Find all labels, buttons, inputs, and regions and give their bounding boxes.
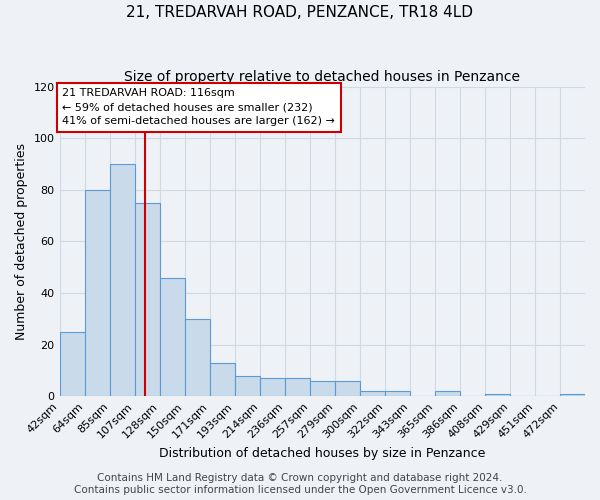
Bar [235, 376, 260, 396]
Bar [385, 391, 410, 396]
Title: Size of property relative to detached houses in Penzance: Size of property relative to detached ho… [124, 70, 520, 84]
Bar [260, 378, 285, 396]
Bar [160, 278, 185, 396]
Bar [435, 391, 460, 396]
Bar [335, 380, 360, 396]
Y-axis label: Number of detached properties: Number of detached properties [15, 143, 28, 340]
X-axis label: Distribution of detached houses by size in Penzance: Distribution of detached houses by size … [159, 447, 485, 460]
Bar [134, 202, 160, 396]
Bar [360, 391, 385, 396]
Bar [85, 190, 110, 396]
Text: 21, TREDARVAH ROAD, PENZANCE, TR18 4LD: 21, TREDARVAH ROAD, PENZANCE, TR18 4LD [127, 5, 473, 20]
Bar [59, 332, 85, 396]
Bar [485, 394, 510, 396]
Bar [285, 378, 310, 396]
Bar [185, 319, 209, 396]
Text: 21 TREDARVAH ROAD: 116sqm
← 59% of detached houses are smaller (232)
41% of semi: 21 TREDARVAH ROAD: 116sqm ← 59% of detac… [62, 88, 335, 126]
Text: Contains HM Land Registry data © Crown copyright and database right 2024.
Contai: Contains HM Land Registry data © Crown c… [74, 474, 526, 495]
Bar [110, 164, 134, 396]
Bar [209, 362, 235, 396]
Bar [310, 380, 335, 396]
Bar [560, 394, 585, 396]
